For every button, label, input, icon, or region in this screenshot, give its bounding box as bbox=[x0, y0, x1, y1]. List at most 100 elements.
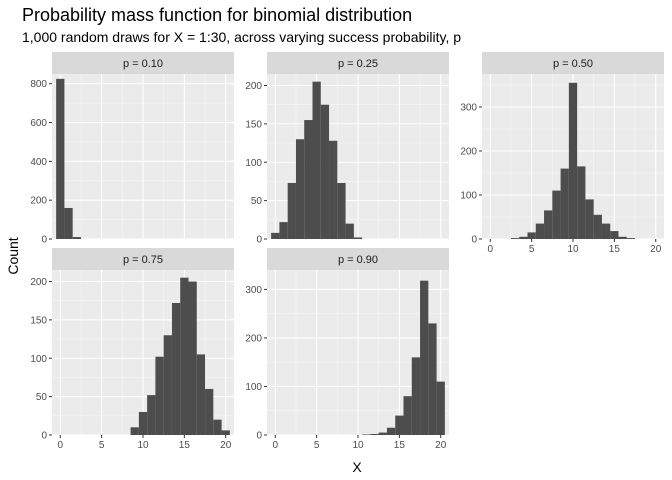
x-tick-label: 5 bbox=[99, 440, 105, 451]
y-tick-label: 0 bbox=[256, 235, 262, 246]
x-tick-label: 10 bbox=[137, 440, 149, 451]
histogram-bar bbox=[370, 434, 379, 435]
histogram-bar bbox=[279, 222, 288, 239]
x-tick-label: 0 bbox=[487, 244, 493, 255]
histogram-bar bbox=[593, 214, 602, 239]
histogram-bar bbox=[353, 237, 363, 239]
facet-strip bbox=[482, 52, 664, 74]
histogram-bar bbox=[568, 82, 578, 239]
y-tick-label: 100 bbox=[460, 191, 477, 202]
y-tick-label: 800 bbox=[30, 79, 47, 90]
y-tick-label: 100 bbox=[245, 158, 262, 169]
y-tick-label: 200 bbox=[30, 196, 47, 207]
histogram-bar bbox=[138, 411, 148, 435]
histogram-bar bbox=[436, 381, 445, 435]
histogram-bar bbox=[287, 182, 296, 239]
histogram-bar bbox=[155, 356, 164, 435]
histogram-bar bbox=[304, 120, 313, 239]
histogram-bar bbox=[221, 430, 230, 435]
histogram-bar bbox=[386, 427, 396, 435]
facet-strip-label: p = 0.25 bbox=[338, 58, 378, 70]
histogram-bar bbox=[163, 335, 172, 435]
y-tick-label: 100 bbox=[30, 354, 47, 365]
histogram-bar bbox=[577, 166, 586, 239]
facet-strip-label: p = 0.10 bbox=[123, 58, 163, 70]
x-tick-label: 15 bbox=[394, 440, 406, 451]
histogram-bar bbox=[171, 303, 181, 435]
y-tick-label: 0 bbox=[41, 235, 47, 246]
y-tick-label: 50 bbox=[251, 196, 263, 207]
y-tick-label: 200 bbox=[245, 333, 262, 344]
histogram-bar bbox=[130, 427, 139, 435]
histogram-bar bbox=[180, 277, 189, 435]
histogram-bar bbox=[626, 238, 636, 239]
histogram-bar bbox=[560, 168, 569, 239]
x-tick-label: 20 bbox=[650, 244, 662, 255]
y-tick-label: 100 bbox=[245, 382, 262, 393]
y-tick-label: 300 bbox=[245, 285, 262, 296]
x-tick-label: 15 bbox=[609, 244, 621, 255]
facet-strip-label: p = 0.90 bbox=[338, 254, 378, 266]
facet-strip bbox=[52, 52, 234, 74]
histogram-bar bbox=[56, 78, 65, 240]
histogram-bar bbox=[147, 395, 156, 435]
histogram-bar bbox=[378, 432, 387, 435]
histogram-bar bbox=[428, 323, 437, 435]
y-tick-label: 0 bbox=[256, 431, 262, 442]
y-tick-label: 0 bbox=[471, 235, 477, 246]
histogram-bar bbox=[213, 419, 222, 435]
x-tick-label: 20 bbox=[435, 440, 447, 451]
histogram-bar bbox=[403, 396, 412, 435]
histogram-bar bbox=[535, 223, 545, 239]
chart-title: Probability mass function for binomial d… bbox=[22, 5, 413, 25]
histogram-bar bbox=[420, 280, 429, 435]
histogram-bar bbox=[519, 236, 528, 239]
histogram-bar bbox=[320, 104, 330, 239]
histogram-bar bbox=[411, 357, 421, 435]
histogram-bar bbox=[205, 388, 214, 435]
x-tick-label: 15 bbox=[179, 440, 191, 451]
histogram-bar bbox=[601, 223, 611, 239]
histogram-bar bbox=[337, 182, 346, 239]
y-tick-label: 0 bbox=[41, 431, 47, 442]
histogram-bar bbox=[585, 199, 594, 239]
histogram-bar bbox=[544, 210, 553, 239]
y-tick-label: 200 bbox=[245, 81, 262, 92]
histogram-bar bbox=[196, 354, 206, 435]
histogram-bar bbox=[295, 139, 305, 239]
histogram-bar bbox=[72, 237, 81, 239]
y-tick-label: 400 bbox=[30, 157, 47, 168]
x-tick-label: 0 bbox=[57, 440, 63, 451]
histogram-bar bbox=[312, 81, 321, 240]
histogram-bar bbox=[345, 223, 354, 239]
histogram-bar bbox=[510, 238, 520, 239]
histogram-bar bbox=[188, 281, 197, 435]
histogram-bar bbox=[395, 415, 404, 435]
histogram-bar bbox=[64, 207, 73, 239]
facet-strip bbox=[267, 248, 449, 270]
y-tick-label: 600 bbox=[30, 118, 47, 129]
histogram-bar bbox=[610, 231, 619, 239]
x-tick-label: 10 bbox=[352, 440, 364, 451]
histogram-bar bbox=[552, 190, 561, 239]
y-tick-label: 300 bbox=[460, 103, 477, 114]
chart-subtitle: 1,000 random draws for X = 1:30, across … bbox=[22, 29, 462, 45]
facet-strip bbox=[52, 248, 234, 270]
histogram-bar bbox=[271, 232, 280, 239]
y-tick-label: 200 bbox=[460, 147, 477, 158]
y-tick-label: 150 bbox=[30, 315, 47, 326]
histogram-bar bbox=[527, 232, 536, 239]
facet-strip bbox=[267, 52, 449, 74]
histogram-bar bbox=[618, 236, 627, 239]
y-tick-label: 150 bbox=[245, 119, 262, 130]
y-tick-label: 50 bbox=[36, 392, 48, 403]
x-tick-label: 20 bbox=[220, 440, 232, 451]
y-tick-label: 200 bbox=[30, 277, 47, 288]
y-axis-title: Count bbox=[5, 237, 21, 274]
x-tick-label: 0 bbox=[272, 440, 278, 451]
facet-strip-label: p = 0.75 bbox=[123, 254, 163, 266]
facet-strip-label: p = 0.50 bbox=[553, 58, 593, 70]
x-tick-label: 5 bbox=[314, 440, 320, 451]
x-tick-label: 5 bbox=[529, 244, 535, 255]
